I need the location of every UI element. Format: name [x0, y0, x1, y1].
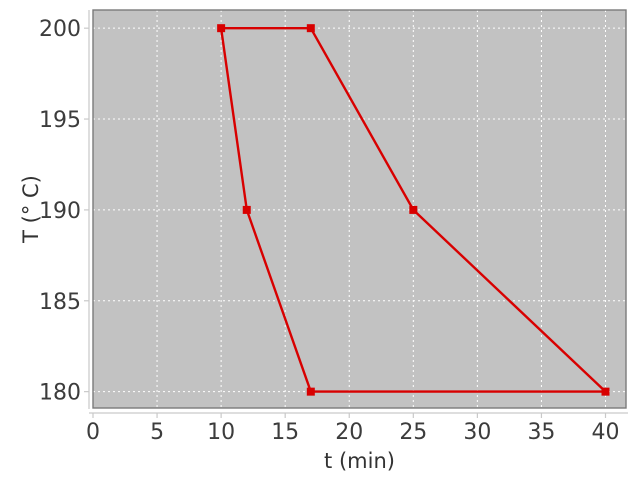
- data-point-marker: [306, 387, 315, 396]
- x-tick-label: 35: [527, 420, 555, 445]
- x-tick-label: 40: [592, 420, 620, 445]
- x-tick-label: 0: [86, 420, 100, 445]
- y-tick-label: 185: [39, 290, 81, 315]
- x-tick-label: 5: [150, 420, 164, 445]
- data-point-marker: [217, 24, 226, 33]
- x-tick-label: 15: [271, 420, 299, 445]
- data-point-marker: [242, 205, 251, 214]
- x-tick-label: 10: [207, 420, 235, 445]
- y-tick-label: 195: [39, 108, 81, 133]
- y-axis-label: T (° C): [19, 175, 43, 244]
- y-tick-label: 180: [39, 381, 81, 406]
- y-tick-label: 200: [39, 17, 81, 42]
- y-tick-label: 190: [39, 199, 81, 224]
- data-point-marker: [409, 205, 418, 214]
- plot-area: [93, 10, 626, 408]
- plot-border: [92, 9, 627, 409]
- data-point-marker: [306, 24, 315, 33]
- x-tick-label: 25: [399, 420, 427, 445]
- x-tick-label: 30: [463, 420, 491, 445]
- x-tick-label: 20: [335, 420, 363, 445]
- data-point-marker: [601, 387, 610, 396]
- x-axis-label: t (min): [324, 449, 395, 473]
